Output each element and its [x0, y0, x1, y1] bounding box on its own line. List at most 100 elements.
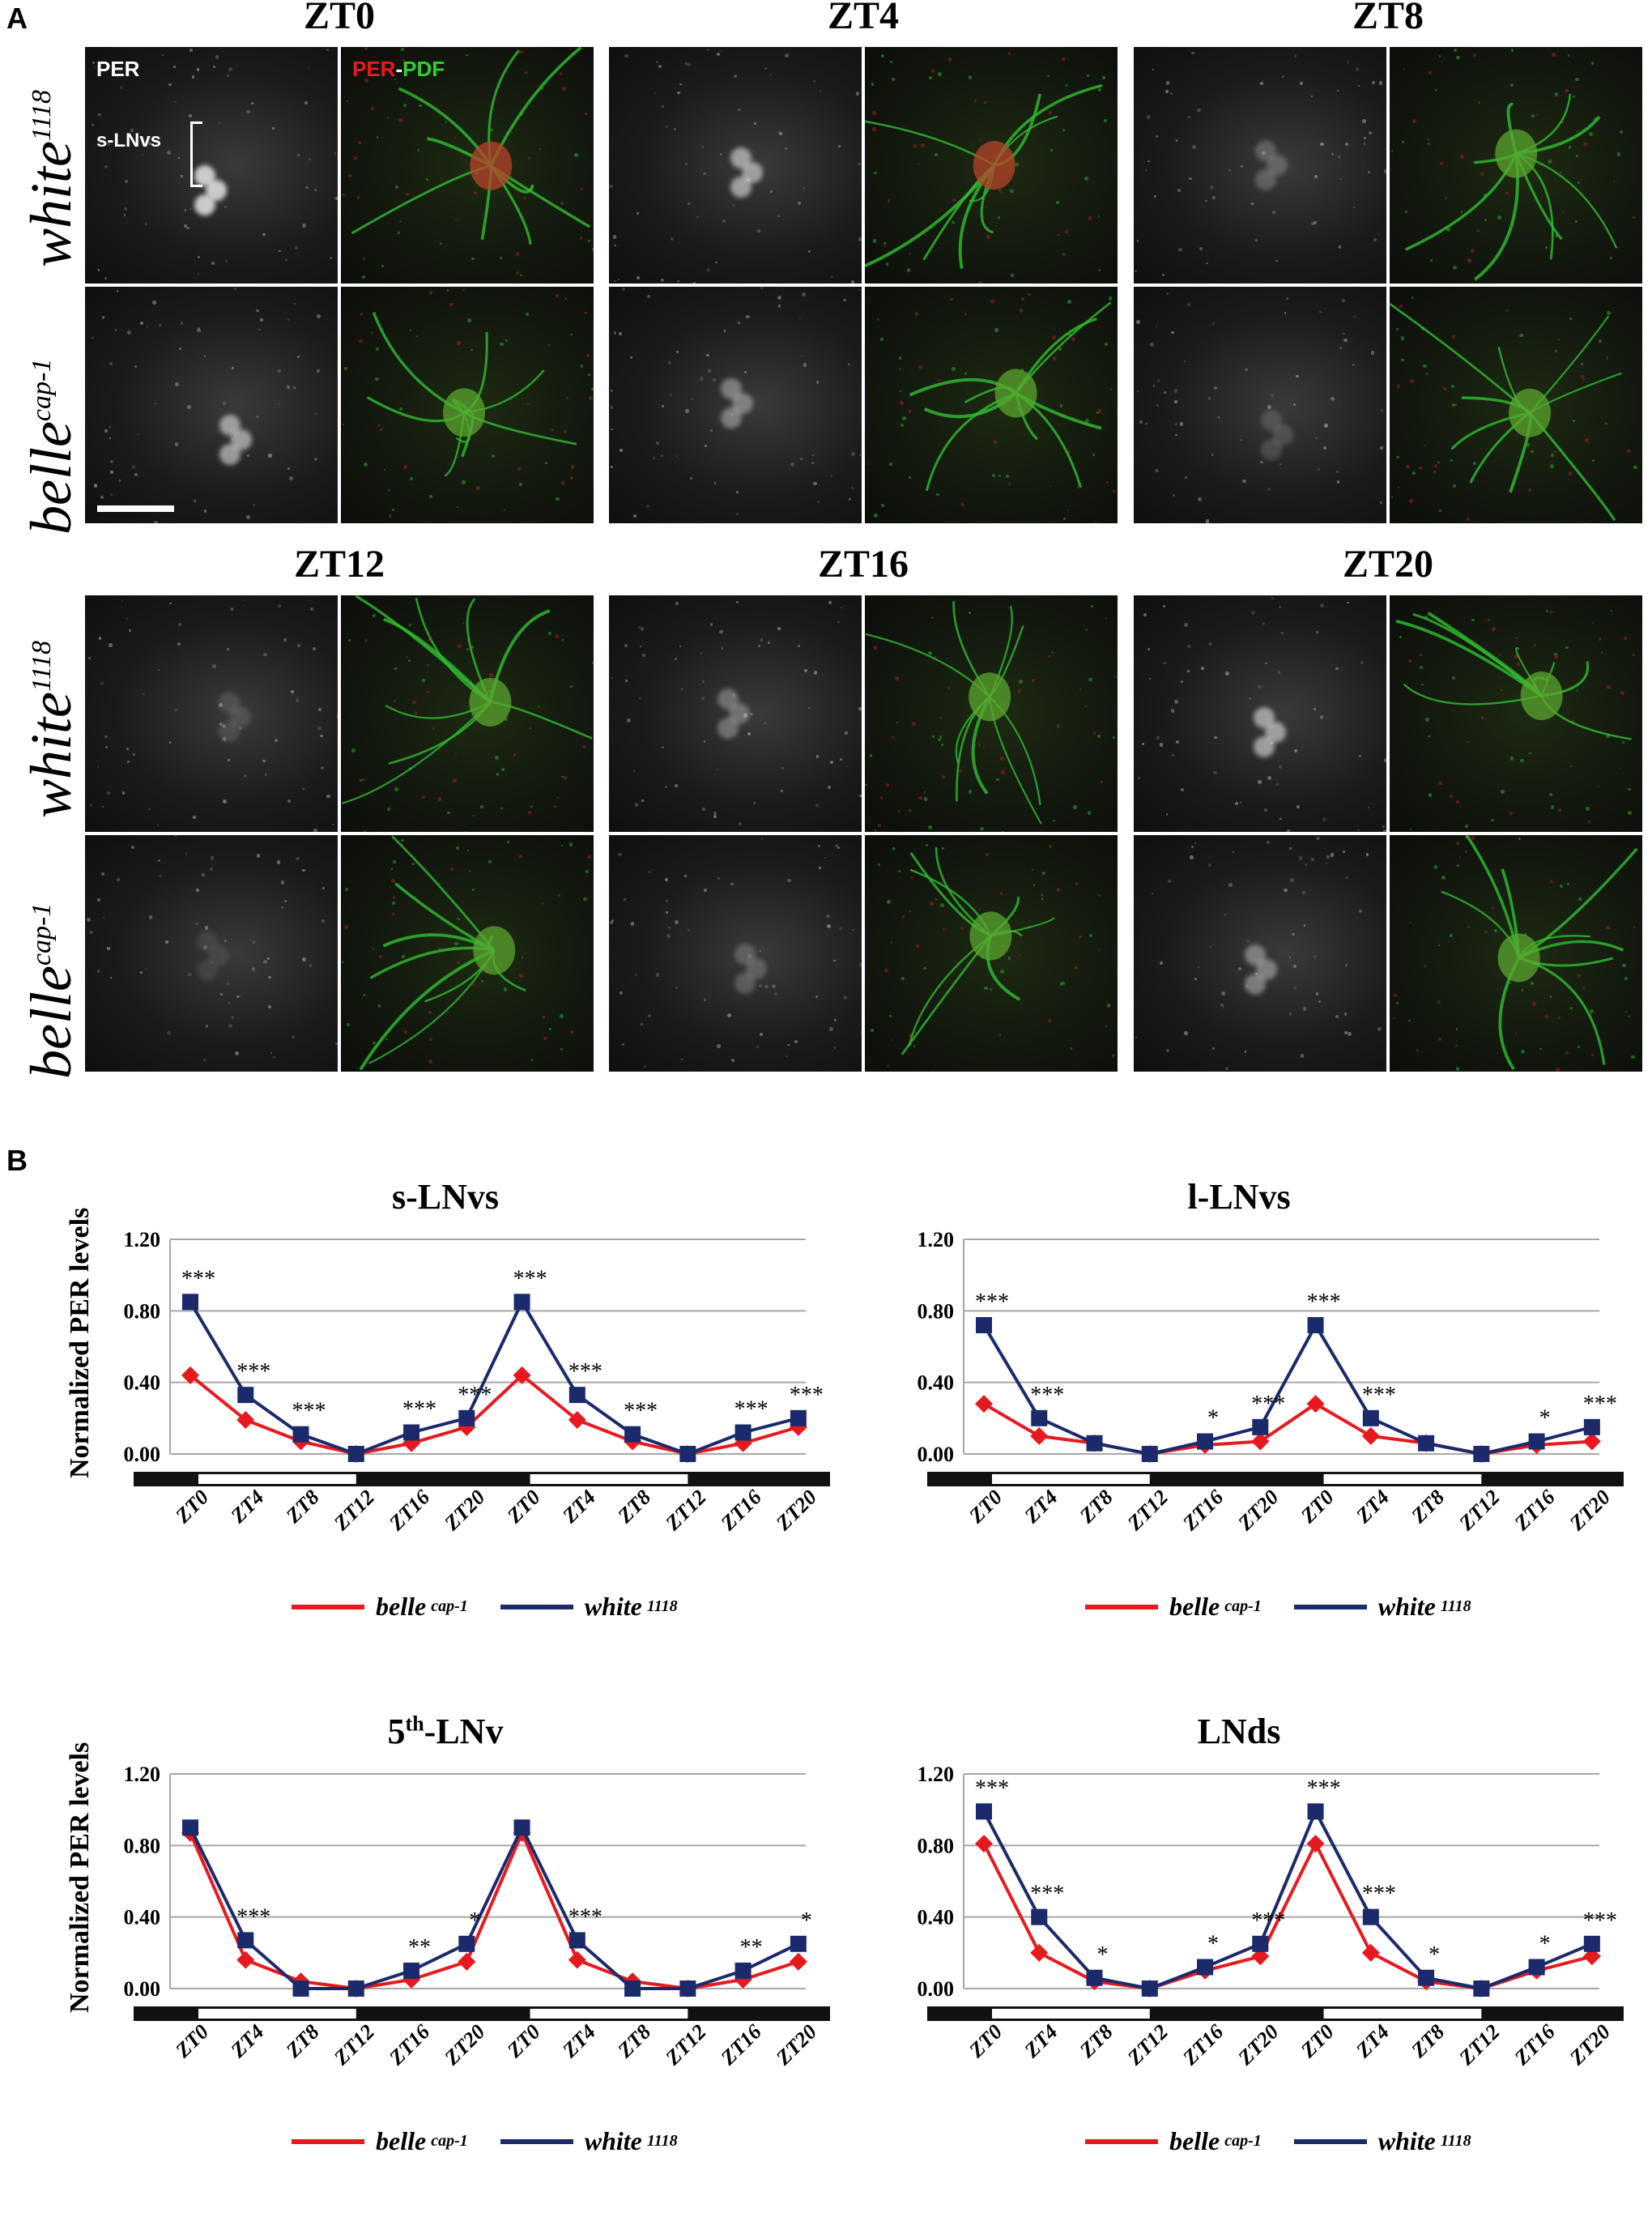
x-tick-label: ZT8 — [281, 2020, 324, 2063]
scale-bar — [97, 505, 174, 512]
cell-group-bracket — [190, 122, 202, 187]
data-point-belle — [1582, 1432, 1601, 1451]
x-tick-label: ZT16 — [384, 2020, 434, 2070]
panel-a-letter: A — [6, 2, 28, 35]
legend-item-belle: belle cap-1 — [292, 2126, 468, 2156]
genotype-label-belle-top: bellecap-1 — [19, 358, 83, 535]
series-line-belle — [982, 1401, 1592, 1456]
x-tick-label: ZT20 — [1565, 1486, 1615, 1536]
per-image-white — [609, 595, 862, 832]
data-point-belle — [568, 1411, 586, 1430]
significance-mark: *** — [1251, 1908, 1285, 1933]
data-point-white — [679, 1446, 696, 1462]
y-tick-label: 0.00 — [918, 1977, 955, 2001]
data-point-belle — [1251, 1432, 1270, 1451]
data-point-white — [568, 1932, 585, 1949]
data-point-white — [1528, 1433, 1545, 1450]
per-pdf-merge-image-white — [341, 47, 594, 284]
line-chart-2: l-LNvs 0.00 0.40 0.80 1.20 ZT0 ZT4 ZT8 ZT12 ZT16 Z… — [842, 1166, 1636, 1685]
data-point-belle — [181, 1366, 199, 1384]
legend-item-belle: belle cap-1 — [1085, 2126, 1262, 2156]
series-line-belle — [982, 1840, 1593, 1991]
data-point-belle — [458, 1952, 476, 1971]
per-image-white — [85, 595, 338, 832]
per-pdf-merge-image-belle — [1390, 835, 1642, 1072]
data-point-belle — [568, 1950, 586, 1969]
line-chart-4: LNds 0.00 0.40 0.80 1.20 ZT0 ZT4 ZT8 ZT12 ZT16 ZT2… — [842, 1701, 1636, 2219]
x-tick-label: ZT4 — [557, 1486, 600, 1528]
legend-item-belle: belle cap-1 — [292, 1592, 468, 1622]
significance-mark: * — [1539, 1932, 1551, 1957]
legend-swatch — [1085, 1604, 1158, 1609]
legend-item-white: white 1118 — [1293, 2126, 1471, 2156]
per-pdf-merge-image-belle — [865, 835, 1118, 1072]
x-tick-label: ZT16 — [1509, 1486, 1560, 1536]
significance-mark: *** — [790, 1383, 824, 1408]
y-tick-label: 1.20 — [124, 1763, 161, 1786]
significance-mark: * — [1207, 1932, 1219, 1957]
per-pdf-merge-image-white — [1390, 595, 1642, 832]
x-tick-label: ZT8 — [613, 2020, 656, 2063]
y-tick-label: 0.00 — [918, 1443, 955, 1466]
data-point-belle — [975, 1395, 993, 1413]
data-point-white — [1086, 1435, 1103, 1452]
data-point-belle — [1030, 1426, 1049, 1445]
data-point-white — [292, 1426, 309, 1443]
data-point-white — [182, 1819, 198, 1836]
series-line-belle — [189, 1828, 799, 1991]
data-point-white — [1528, 1959, 1545, 1976]
data-point-white — [624, 1980, 641, 1997]
data-point-white — [679, 1980, 696, 1997]
x-tick-label: ZT4 — [226, 2020, 269, 2063]
y-tick-label: 1.20 — [918, 1228, 955, 1251]
panel-b-letter: B — [6, 1144, 28, 1177]
significance-mark: * — [1428, 1942, 1440, 1968]
per-pdf-merge-image-white — [865, 595, 1118, 832]
legend-swatch — [292, 1604, 364, 1609]
data-point-white — [1141, 1446, 1158, 1462]
x-tick-label: ZT20 — [440, 2020, 490, 2070]
x-tick-label: ZT20 — [1233, 1486, 1284, 1536]
data-point-white — [403, 1962, 420, 1979]
light-phase-segment — [198, 2009, 356, 2019]
x-tick-label: ZT4 — [1020, 2020, 1062, 2063]
x-tick-label: ZT12 — [1122, 2020, 1173, 2070]
data-point-belle — [513, 1366, 531, 1384]
light-phase-segment — [1323, 1474, 1482, 1484]
significance-mark: *** — [975, 1776, 1009, 1801]
chart-title: 5th-LNv — [387, 1712, 504, 1751]
x-tick-label: ZT16 — [716, 2020, 766, 2070]
x-tick-label: ZT16 — [1177, 1486, 1228, 1536]
x-tick-label: ZT0 — [1296, 2020, 1339, 2063]
data-point-white — [1583, 1418, 1600, 1435]
significance-mark: *** — [1362, 1383, 1396, 1408]
legend-item-white: white 1118 — [500, 1592, 678, 1622]
per-pdf-merge-image-white — [1390, 47, 1642, 284]
timepoint-title: ZT4 — [827, 0, 900, 37]
y-tick-label: 0.40 — [124, 1906, 161, 1929]
y-tick-label: 0.40 — [918, 1906, 955, 1929]
data-point-belle — [1306, 1835, 1325, 1853]
x-tick-label: ZT4 — [1351, 2020, 1394, 2063]
significance-mark: *** — [1583, 1392, 1617, 1417]
timepoint-block-zt16: ZT16 — [609, 543, 1118, 1072]
per-image-white — [85, 47, 338, 284]
y-tick-label: 0.40 — [918, 1371, 955, 1395]
x-tick-label: ZT12 — [1454, 1486, 1505, 1536]
legend-label: white — [584, 1592, 642, 1621]
legend-swatch — [1293, 1604, 1367, 1609]
series-line-white — [189, 1298, 799, 1456]
data-point-white — [1197, 1959, 1214, 1976]
merge-channel-label: PER-PDF — [352, 57, 445, 81]
significance-mark: * — [801, 1908, 812, 1933]
data-point-belle — [1361, 1426, 1380, 1445]
timepoint-title: ZT8 — [1352, 0, 1424, 37]
data-point-white — [1362, 1908, 1379, 1925]
data-point-white — [1583, 1935, 1600, 1952]
data-point-white — [292, 1980, 309, 1997]
significance-mark: *** — [1307, 1776, 1341, 1801]
x-tick-label: ZT8 — [1075, 2020, 1118, 2063]
data-point-white — [568, 1387, 585, 1404]
data-point-belle — [236, 1411, 255, 1430]
